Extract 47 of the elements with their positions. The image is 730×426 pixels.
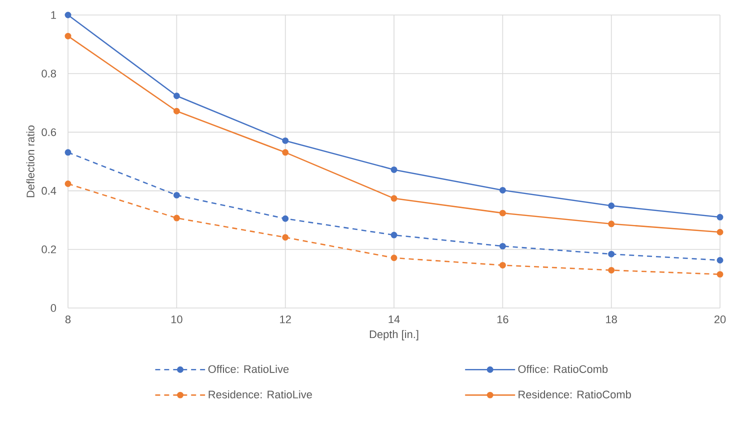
point — [173, 108, 180, 114]
point — [608, 220, 615, 228]
point — [282, 215, 289, 222]
x-tick-label: 8 — [65, 316, 71, 324]
point — [64, 180, 72, 188]
x-tick-label: 14 — [388, 316, 400, 324]
point — [608, 202, 615, 209]
point — [173, 214, 180, 222]
point — [716, 257, 724, 264]
y-tick-label: 0.6 — [42, 128, 56, 136]
point — [390, 195, 398, 202]
legend-label: Office: RatioLive — [208, 364, 289, 373]
point — [390, 254, 398, 262]
point — [608, 266, 615, 274]
point — [64, 32, 72, 40]
point — [64, 12, 72, 18]
y-tick-label: 0 — [50, 304, 56, 312]
legend-label: Residence: RatioComb — [518, 390, 631, 398]
point — [499, 262, 506, 268]
y-tick-label: 0.8 — [42, 70, 56, 78]
point — [64, 149, 72, 156]
point — [173, 92, 180, 100]
point — [499, 210, 506, 216]
x-tick-label: 20 — [714, 316, 726, 324]
point — [608, 250, 615, 258]
y-axis-title: Deflection ratio — [26, 125, 34, 198]
point — [716, 214, 724, 220]
point — [499, 186, 506, 194]
point — [390, 166, 398, 173]
point — [499, 242, 506, 250]
point — [282, 137, 289, 144]
legend-label: Office: RatioComb — [518, 364, 608, 373]
point — [282, 149, 289, 156]
y-tick-label: 0.4 — [42, 186, 56, 195]
legend-label: Residence: RatioLive — [208, 390, 312, 398]
point — [390, 232, 398, 238]
x-tick-label: 18 — [606, 316, 617, 324]
point — [716, 228, 724, 236]
point — [282, 234, 289, 241]
y-tick-label: 1 — [51, 11, 56, 19]
x-tick-label: 16 — [497, 316, 508, 324]
x-tick-label: 12 — [280, 316, 291, 324]
y-tick-label: 0.2 — [42, 246, 56, 254]
point — [173, 192, 180, 198]
x-tick-label: 10 — [171, 316, 182, 324]
x-axis-title: Depth [in.] — [370, 330, 418, 340]
point — [716, 271, 724, 278]
